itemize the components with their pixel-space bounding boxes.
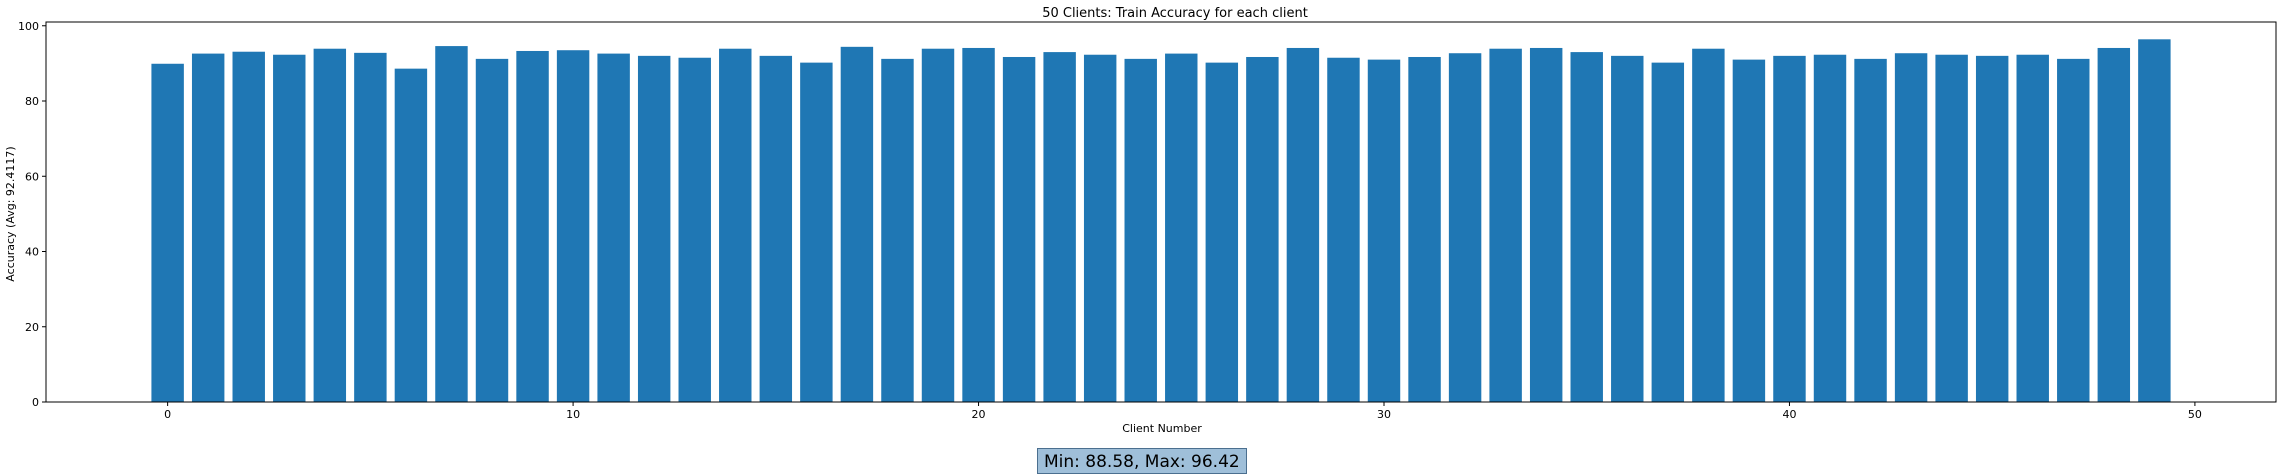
x-tick-label: 40 [1782, 408, 1796, 421]
bar-client-42 [1854, 58, 1887, 403]
bar-client-4 [313, 48, 347, 403]
bar-client-8 [475, 58, 509, 403]
bar-client-14 [719, 48, 752, 403]
y-axis-title: Accuracy (Avg: 92.4117) [4, 146, 17, 281]
bar-client-35 [1570, 52, 1603, 402]
y-tick-label: 20 [25, 321, 39, 334]
bar-client-26 [1205, 62, 1239, 402]
bar-client-41 [1813, 54, 1847, 402]
bar-client-3 [273, 54, 306, 402]
bar-client-36 [1611, 55, 1644, 403]
y-tick-label: 80 [25, 95, 39, 108]
x-tick-label: 50 [2188, 408, 2202, 421]
bar-client-32 [1448, 53, 1482, 402]
x-tick-label: 0 [164, 408, 171, 421]
bar-client-34 [1529, 47, 1563, 403]
chart-title: 50 Clients: Train Accuracy for each clie… [1042, 6, 1308, 21]
bars-group [151, 39, 2171, 403]
bar-client-18 [881, 58, 914, 403]
bar-client-7 [435, 46, 468, 402]
bar-client-44 [1935, 54, 1968, 402]
bar-client-2 [232, 51, 265, 402]
bar-client-23 [1083, 54, 1117, 402]
bar-client-0 [151, 63, 184, 402]
bar-client-46 [2016, 54, 2049, 402]
y-tick-label: 100 [18, 20, 39, 33]
bar-client-31 [1408, 56, 1441, 403]
bar-client-10 [556, 50, 590, 402]
bar-client-27 [1246, 56, 1279, 403]
bar-client-37 [1651, 62, 1685, 402]
bar-client-20 [962, 47, 995, 403]
bar-client-45 [1975, 55, 2009, 403]
bar-client-33 [1489, 48, 1522, 403]
bar-client-28 [1286, 47, 1320, 403]
bar-client-38 [1692, 48, 1725, 403]
bar-client-6 [394, 68, 428, 403]
bar-client-49 [2138, 39, 2171, 403]
bar-client-30 [1367, 59, 1401, 403]
x-axis-title: Client Number [1122, 422, 1202, 435]
bar-client-13 [678, 57, 711, 403]
y-tick-label: 40 [25, 246, 39, 259]
x-tick-label: 30 [1377, 408, 1391, 421]
bar-client-47 [2057, 58, 2090, 403]
bar-client-25 [1165, 53, 1198, 402]
min-max-annotation: Min: 88.58, Max: 96.42 [1037, 448, 1247, 474]
bar-client-11 [597, 53, 630, 402]
bar-client-40 [1773, 55, 1806, 403]
bar-client-48 [2097, 47, 2131, 403]
bar-client-16 [800, 62, 833, 402]
bar-client-29 [1327, 57, 1360, 403]
y-tick-label: 0 [32, 396, 39, 409]
bar-client-43 [1894, 53, 1928, 402]
bar-client-1 [191, 53, 225, 402]
plot-frame [45, 21, 2277, 403]
bar-client-12 [637, 55, 671, 403]
y-tick-label: 60 [25, 170, 39, 183]
bar-client-17 [840, 46, 874, 402]
bar-client-24 [1124, 58, 1157, 403]
bar-client-19 [921, 48, 955, 403]
bar-client-22 [1043, 52, 1076, 402]
bar-client-21 [1002, 56, 1036, 403]
bar-client-15 [759, 55, 793, 403]
x-tick-label: 20 [972, 408, 986, 421]
x-tick-label: 10 [566, 408, 580, 421]
bar-client-9 [516, 50, 549, 402]
bar-client-5 [354, 52, 387, 402]
axes-group: 0 10 20 30 40 50 0 20 40 60 80 100 [18, 20, 2277, 421]
bar-client-39 [1732, 59, 1766, 403]
